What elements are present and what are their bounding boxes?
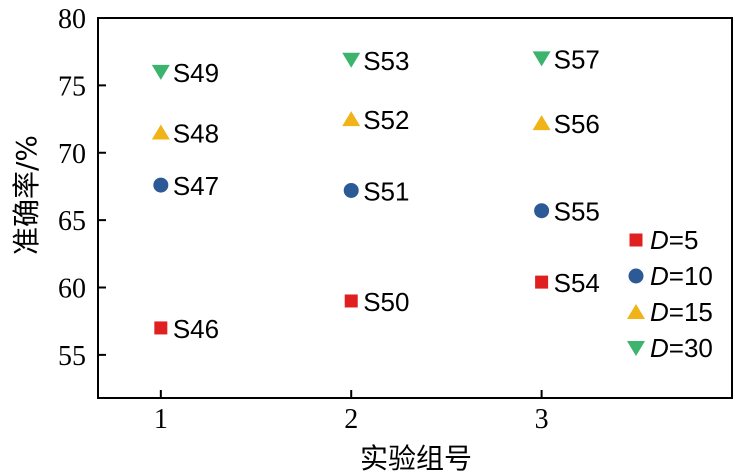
data-point [342, 111, 361, 127]
legend: D=5 D=10 D=15 D=30 [627, 225, 713, 363]
legend-item: D=30 [627, 333, 713, 363]
series-0: S46 S50 S54 [154, 268, 600, 344]
legend-label: D=10 [650, 261, 713, 291]
data-point [535, 275, 549, 289]
legend-label: D=15 [650, 297, 713, 327]
legend-label: D=5 [650, 225, 698, 255]
y-tick-label: 55 [58, 341, 86, 372]
series-3: S49 S53 S57 [151, 44, 600, 88]
data-point [344, 294, 358, 308]
legend-marker [627, 304, 645, 319]
legend-item: D=10 [628, 261, 713, 291]
point-label: S54 [554, 268, 600, 298]
legend-item: D=5 [629, 225, 698, 255]
data-point [342, 52, 361, 68]
point-label: S57 [554, 44, 600, 74]
y-tick-label: 70 [58, 139, 86, 170]
data-point [153, 177, 169, 193]
y-tick-label: 60 [58, 274, 86, 305]
data-point [154, 321, 168, 335]
data-point [532, 115, 551, 131]
y-tick-label: 80 [58, 4, 86, 35]
data-point [151, 64, 170, 80]
x-tick-label: 3 [535, 404, 549, 435]
data-point [534, 203, 550, 219]
x-tick-label: 2 [344, 404, 358, 435]
y-axis-label: 准确率/% [10, 135, 43, 255]
point-label: S47 [173, 171, 219, 201]
chart-marks: S46 S50 S54 S47 S51 S55 S48 S52 S56 S49 S53 S57 [151, 44, 600, 344]
series-2: S48 S52 S56 [151, 105, 600, 149]
y-tick-label: 75 [58, 71, 86, 102]
point-label: S55 [554, 197, 600, 227]
point-label: S51 [363, 176, 409, 206]
x-tick-label: 1 [154, 404, 168, 435]
legend-label: D=30 [650, 333, 713, 363]
data-point [532, 51, 551, 67]
point-label: S48 [173, 119, 219, 149]
y-tick-label: 65 [58, 206, 86, 237]
x-axis-label: 实验组号 [360, 442, 472, 475]
point-label: S56 [554, 109, 600, 139]
data-point [343, 182, 359, 198]
axes: 55 60 65 70 75 80 1 2 3 [58, 4, 733, 435]
point-label: S53 [363, 46, 409, 76]
legend-marker [629, 233, 643, 247]
point-label: S49 [173, 58, 219, 88]
legend-marker [628, 268, 644, 284]
plot-frame [97, 17, 733, 399]
legend-marker [627, 341, 645, 356]
point-label: S50 [363, 287, 409, 317]
series-1: S47 S51 S55 [153, 171, 600, 227]
point-label: S46 [173, 314, 219, 344]
point-label: S52 [363, 105, 409, 135]
data-point [151, 124, 170, 140]
legend-item: D=15 [627, 297, 713, 327]
